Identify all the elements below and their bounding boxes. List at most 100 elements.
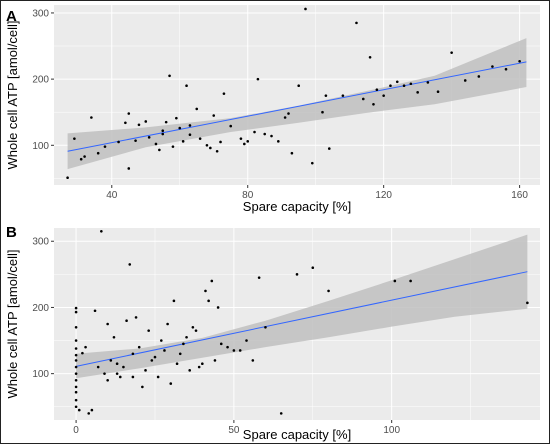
data-point bbox=[156, 375, 160, 379]
data-point bbox=[73, 137, 76, 140]
data-point bbox=[327, 147, 331, 150]
data-point bbox=[201, 362, 204, 366]
confidence-band bbox=[67, 38, 527, 170]
data-point bbox=[212, 114, 216, 117]
y-axis-label: Whole cell ATP [amol/cell] bbox=[5, 20, 20, 169]
data-point bbox=[279, 412, 283, 415]
data-point bbox=[257, 276, 261, 279]
data-point bbox=[263, 132, 267, 136]
data-point bbox=[161, 132, 165, 136]
data-point bbox=[210, 279, 214, 283]
tick-label-x: 50 bbox=[228, 425, 240, 436]
tick-label-y: 300 bbox=[32, 237, 49, 248]
data-point bbox=[74, 326, 78, 329]
data-point bbox=[463, 79, 467, 82]
data-point bbox=[270, 134, 273, 138]
data-point bbox=[175, 116, 178, 120]
data-point bbox=[182, 342, 185, 346]
data-point bbox=[84, 345, 87, 349]
data-point bbox=[166, 322, 169, 326]
data-point bbox=[321, 110, 324, 114]
data-point bbox=[181, 140, 185, 143]
data-point bbox=[178, 352, 182, 356]
tick-label-y: 100 bbox=[32, 141, 49, 152]
data-point bbox=[127, 112, 131, 115]
data-point bbox=[209, 146, 212, 150]
data-point bbox=[161, 129, 165, 133]
data-point bbox=[310, 161, 314, 165]
data-point bbox=[226, 345, 229, 349]
data-point bbox=[74, 339, 78, 342]
data-point bbox=[169, 382, 173, 385]
data-point bbox=[74, 385, 78, 389]
tick-label-x: 40 bbox=[106, 190, 118, 201]
data-point bbox=[134, 139, 137, 142]
regression-line bbox=[67, 61, 527, 152]
data-point bbox=[147, 136, 151, 139]
data-point bbox=[402, 84, 406, 88]
data-point bbox=[188, 133, 192, 137]
data-point bbox=[395, 80, 399, 84]
data-point bbox=[175, 362, 179, 366]
data-point bbox=[117, 140, 120, 144]
data-point bbox=[222, 92, 226, 95]
data-point bbox=[131, 375, 135, 379]
data-point bbox=[191, 326, 195, 329]
data-point bbox=[79, 157, 83, 161]
data-point bbox=[74, 398, 78, 402]
data-point bbox=[245, 339, 248, 342]
data-point bbox=[81, 351, 84, 355]
data-point bbox=[87, 412, 91, 415]
data-point bbox=[144, 369, 147, 372]
data-point bbox=[436, 90, 440, 93]
data-point bbox=[409, 82, 413, 86]
data-point bbox=[118, 375, 122, 379]
panel-b: 0 50 100 100 200 300 Spare capacity [%] Whole c… bbox=[5, 224, 540, 442]
data-point bbox=[109, 359, 113, 362]
tick-label-x: 0 bbox=[73, 425, 79, 436]
data-point bbox=[389, 84, 392, 88]
data-point bbox=[141, 385, 144, 389]
data-point bbox=[283, 116, 287, 119]
data-point bbox=[103, 145, 107, 148]
data-point bbox=[198, 137, 202, 140]
data-point bbox=[185, 84, 188, 88]
data-point bbox=[204, 289, 207, 293]
data-point bbox=[74, 310, 78, 314]
data-point bbox=[426, 81, 430, 84]
data-point bbox=[287, 112, 290, 115]
data-point bbox=[74, 359, 78, 362]
tick-label-y: 300 bbox=[32, 8, 49, 19]
data-point bbox=[382, 94, 385, 97]
data-point bbox=[153, 355, 157, 359]
data-point bbox=[207, 299, 210, 303]
data-point bbox=[106, 322, 109, 326]
data-point bbox=[290, 151, 294, 155]
data-point bbox=[96, 365, 100, 369]
data-point bbox=[163, 349, 166, 352]
data-point bbox=[74, 405, 78, 409]
data-point bbox=[188, 369, 192, 372]
data-point bbox=[115, 362, 119, 366]
tick-label-x: 80 bbox=[242, 190, 254, 201]
data-point bbox=[164, 120, 168, 124]
data-point bbox=[243, 142, 246, 146]
panel-label: A bbox=[6, 8, 17, 25]
data-point bbox=[256, 77, 260, 81]
data-point bbox=[100, 230, 103, 233]
data-point bbox=[144, 120, 148, 123]
data-point bbox=[154, 142, 158, 146]
data-point bbox=[264, 326, 267, 329]
data-point bbox=[324, 94, 328, 97]
tick-label-y: 200 bbox=[32, 75, 49, 86]
data-point bbox=[159, 339, 163, 342]
data-point bbox=[215, 149, 219, 153]
data-point bbox=[195, 107, 199, 111]
data-point bbox=[341, 94, 345, 97]
data-point bbox=[93, 309, 97, 313]
data-point bbox=[96, 151, 100, 155]
panel-label: B bbox=[6, 224, 17, 241]
data-point bbox=[188, 124, 192, 127]
data-point bbox=[368, 55, 372, 59]
data-point bbox=[304, 7, 307, 11]
